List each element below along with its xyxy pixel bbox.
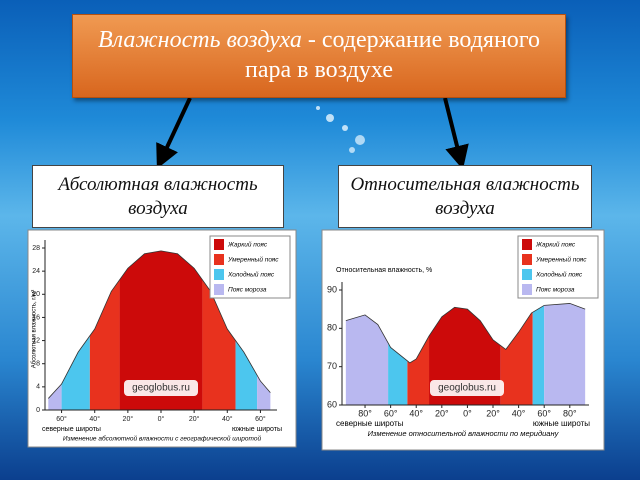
- x-tick-label: 80°: [563, 408, 577, 418]
- arrow: [156, 97, 192, 169]
- y-axis-label: Абсолютная влажность, г/м³: [32, 290, 38, 369]
- title-box: Влажность воздуха - содержание водяного …: [72, 14, 566, 98]
- y-axis-label: Относительная влажность, %: [336, 267, 432, 274]
- y-tick-label: 4: [36, 384, 40, 391]
- y-tick-label: 16: [32, 314, 40, 321]
- x-tick-label: 20°: [123, 415, 134, 423]
- x-tick-label: 60°: [384, 408, 398, 418]
- zone-area: [61, 335, 90, 410]
- bubble: [349, 147, 355, 153]
- zone-area: [235, 340, 258, 410]
- arrow: [443, 97, 469, 170]
- legend-label: Жаркий пояс: [227, 241, 268, 249]
- x-label-right: южные широты: [533, 419, 590, 428]
- zone-area: [89, 279, 120, 410]
- x-tick-label: 20°: [486, 408, 500, 418]
- watermark-bg: [430, 380, 504, 396]
- zone-area: [257, 375, 271, 410]
- y-tick-label: 20: [32, 291, 40, 298]
- area-outline: [345, 303, 586, 364]
- legend-label: Пояс мороза: [228, 287, 267, 294]
- y-tick-label: 60: [327, 399, 337, 409]
- zone-area: [48, 383, 62, 410]
- y-tick-label: 8: [36, 361, 40, 368]
- x-tick-label: 80°: [358, 408, 372, 418]
- y-tick-label: 0: [36, 407, 40, 414]
- legend-label: Холодный пояс: [227, 271, 275, 279]
- x-tick-label: 0°: [463, 408, 472, 418]
- legend-label: Умеренный пояс: [227, 256, 279, 264]
- x-label-right: южные широты: [232, 426, 282, 433]
- term: Влажность воздуха: [97, 27, 302, 53]
- x-tick-label: 40°: [409, 408, 423, 418]
- legend-swatch: [522, 284, 532, 295]
- zone-area: [202, 279, 236, 410]
- zone-area: [544, 303, 586, 405]
- watermark: geoglobus.ru: [438, 383, 496, 394]
- zone-area: [500, 312, 533, 405]
- x-label-left: северные широты: [336, 419, 404, 428]
- y-tick-label: 70: [327, 361, 337, 371]
- legend-swatch: [214, 284, 224, 295]
- y-tick-label: 28: [32, 245, 40, 252]
- x-tick-label: 60°: [56, 415, 67, 423]
- y-tick-label: 24: [32, 268, 40, 275]
- y-tick-label: 90: [327, 284, 337, 294]
- legend-swatch: [214, 254, 224, 265]
- concept-box: Абсолютная влажность воздуха: [32, 165, 284, 228]
- zone-area: [388, 342, 408, 405]
- legend-label: Жаркий пояс: [535, 241, 576, 249]
- watermark: geoglobus.ru: [132, 383, 190, 394]
- legend-swatch: [214, 269, 224, 280]
- y-tick-label: 80: [327, 323, 337, 333]
- legend-swatch: [522, 239, 532, 250]
- x-tick-label: 0°: [158, 415, 165, 423]
- x-tick-label: 40°: [89, 415, 100, 423]
- caption: Изменение абсолютной влажности с географ…: [63, 435, 262, 443]
- bubble: [326, 114, 334, 122]
- legend-label: Холодный пояс: [535, 271, 583, 279]
- area-outline: [48, 250, 271, 399]
- x-label-left: северные широты: [42, 426, 101, 433]
- bubble: [355, 135, 365, 145]
- legend-label: Пояс мороза: [536, 287, 575, 294]
- legend-swatch: [214, 239, 224, 250]
- x-tick-label: 40°: [512, 408, 526, 418]
- definition: - содержание водяного пара в воздухе: [245, 27, 541, 83]
- x-tick-label: 20°: [435, 408, 449, 418]
- x-tick-label: 60°: [255, 415, 266, 423]
- legend-swatch: [522, 254, 532, 265]
- y-tick-label: 12: [32, 337, 40, 344]
- zone-area: [532, 305, 545, 405]
- x-tick-label: 60°: [537, 408, 551, 418]
- zone-area: [345, 314, 389, 405]
- bubble: [342, 125, 348, 131]
- legend-swatch: [522, 269, 532, 280]
- caption: Изменение относительной влажности по мер…: [368, 429, 560, 438]
- legend-label: Умеренный пояс: [535, 256, 587, 264]
- x-tick-label: 40°: [222, 415, 233, 423]
- concept-box: Относительная влажность воздуха: [338, 165, 592, 228]
- zone-area: [407, 336, 430, 405]
- zone-area: [119, 250, 203, 410]
- bubble: [316, 106, 320, 110]
- x-tick-label: 20°: [189, 415, 200, 423]
- watermark-bg: [124, 380, 198, 396]
